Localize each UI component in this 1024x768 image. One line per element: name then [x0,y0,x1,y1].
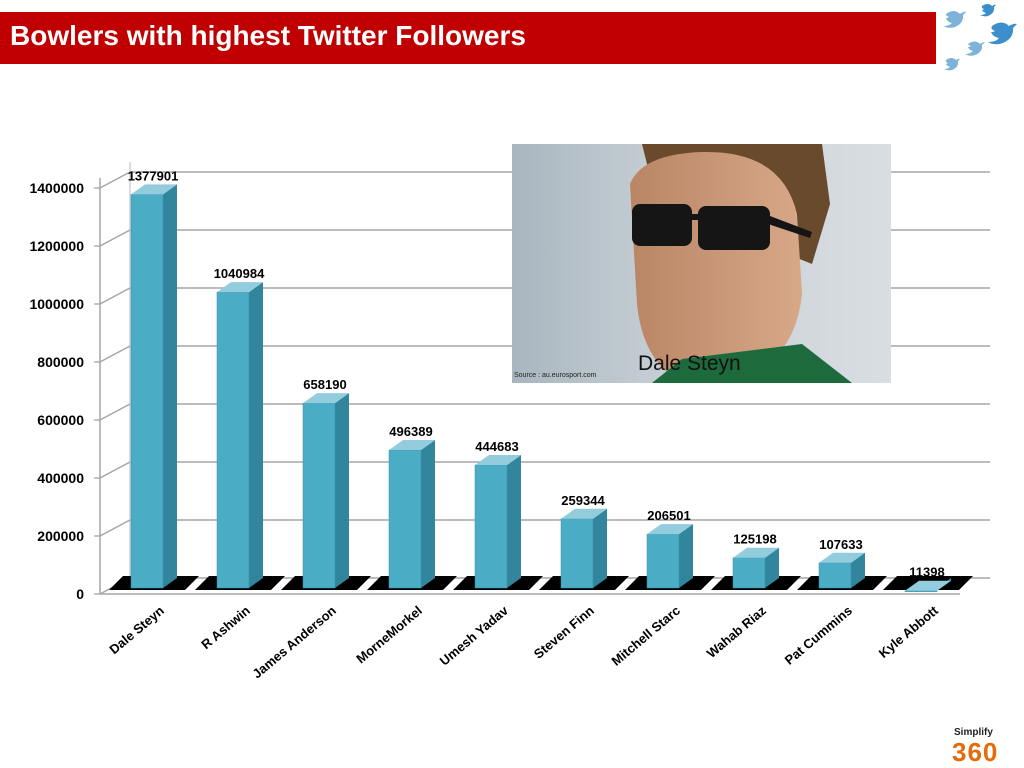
x-tick-label: Pat Cummins [782,603,855,668]
bar-top [303,393,349,404]
bar-top [389,440,435,451]
bar-top [131,184,177,195]
simplify360-logo: Simplify 360 [950,726,1024,768]
bar [646,533,680,589]
bar-side [679,524,693,588]
bar-top [217,282,263,293]
bar [560,518,594,589]
bar [130,194,164,589]
y-tick-label: 0 [76,586,84,602]
photo-source: Source : au.eurosport.com [514,372,597,379]
title-bar: Bowlers with highest Twitter Followers [0,12,936,64]
bar-side [765,547,779,588]
photo-caption: Dale Steyn [638,352,741,375]
x-tick-label: James Anderson [249,603,339,682]
x-tick-label: Umesh Yadav [437,602,512,668]
y-tick-label: 600000 [37,412,84,428]
data-label: 496389 [389,424,432,439]
x-tick-label: Wahab Riaz [704,602,770,660]
bar-side [421,440,435,588]
bar [732,557,766,589]
bar-top [819,552,865,563]
bar [216,291,250,589]
logo-big-text: 360 [952,737,999,767]
x-tick-label: Steven Finn [531,603,597,662]
bar [818,562,852,589]
x-tick-label: Dale Steyn [106,603,167,657]
bar-side [249,282,263,588]
data-label: 107633 [819,537,862,552]
bar-side [593,508,607,588]
y-tick-label: 200000 [37,528,84,544]
y-tick-label: 400000 [37,470,84,486]
y-tick-label: 1200000 [29,238,84,254]
logo-small-text: Simplify [954,727,993,738]
x-tick-label: R Ashwin [198,603,253,652]
bar-top [647,524,693,535]
y-tick-label: 1000000 [29,296,84,312]
bar-top [561,508,607,519]
bar-top [733,547,779,558]
x-tick-label: Mitchell Starc [609,603,683,669]
bar-side [163,184,177,589]
bar-top [475,455,521,466]
x-tick-label: MorneMorkel [353,603,425,666]
bar [302,402,336,589]
data-label: 11398 [909,565,944,580]
data-label: 259344 [561,493,605,508]
bar [474,464,508,589]
bar [388,449,422,589]
data-label: 125198 [733,532,776,547]
page-title: Bowlers with highest Twitter Followers [10,20,526,51]
twitter-birds-icon [943,4,1017,71]
data-label: 1377901 [128,168,179,183]
y-tick-label: 800000 [37,354,84,370]
data-label: 444683 [475,439,518,454]
player-portrait-image [630,144,852,383]
bar-side [851,552,865,588]
x-tick-label: Kyle Abbott [876,602,942,660]
bar-top [905,580,951,591]
player-photo: Dale Steyn Source : au.eurosport.com [512,144,891,383]
bar [904,590,938,592]
y-tick-label: 1400000 [29,180,84,196]
bar-side [335,393,349,588]
data-label: 206501 [647,508,690,523]
bar-side [507,455,521,588]
data-label: 1040984 [214,266,265,281]
data-label: 658190 [303,377,346,392]
